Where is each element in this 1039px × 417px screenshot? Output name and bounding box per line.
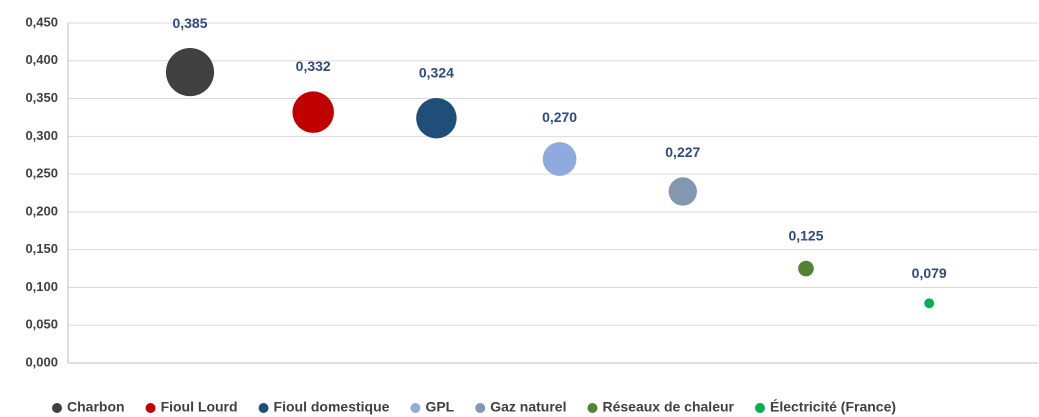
legend-marker <box>754 403 765 413</box>
legend-label: Réseaux de chaleur <box>602 399 734 415</box>
y-tick-label: 0,050 <box>25 317 58 332</box>
y-tick-label: 0,200 <box>25 203 58 218</box>
y-tick-label: 0,300 <box>25 128 58 143</box>
data-label: 0,125 <box>788 227 823 243</box>
bubble <box>165 48 215 97</box>
bubble <box>416 97 457 139</box>
data-label: 0,385 <box>172 15 207 31</box>
data-label: 0,324 <box>419 65 454 81</box>
legend-marker <box>145 403 156 413</box>
bubble <box>292 91 334 133</box>
y-tick-label: 0,400 <box>25 52 58 67</box>
legend-label: Fioul domestique <box>274 399 390 415</box>
data-label: 0,332 <box>296 58 331 74</box>
bubble <box>924 298 935 309</box>
data-label: 0,270 <box>542 109 577 125</box>
legend-label: Gaz naturel <box>490 399 566 415</box>
legend-marker <box>475 403 486 413</box>
bubble <box>542 142 577 176</box>
bubble <box>668 177 697 206</box>
legend-marker <box>587 403 598 413</box>
legend-marker <box>410 403 421 413</box>
y-tick-label: 0,350 <box>25 90 58 105</box>
legend-marker <box>258 403 269 413</box>
y-tick-label: 0,000 <box>25 354 58 369</box>
legend-label: Électricité (France) <box>770 399 896 415</box>
legend-label: GPL <box>425 399 454 415</box>
bubble <box>798 260 814 277</box>
data-label: 0,079 <box>912 265 947 281</box>
y-tick-label: 0,100 <box>25 279 58 294</box>
y-tick-label: 0,150 <box>25 241 58 256</box>
y-tick-label: 0,450 <box>25 14 58 29</box>
legend-marker <box>52 403 62 413</box>
y-tick-label: 0,250 <box>25 166 58 181</box>
legend-label: Fioul Lourd <box>161 399 238 415</box>
data-label: 0,227 <box>665 144 700 160</box>
legend-label: Charbon <box>67 399 125 415</box>
